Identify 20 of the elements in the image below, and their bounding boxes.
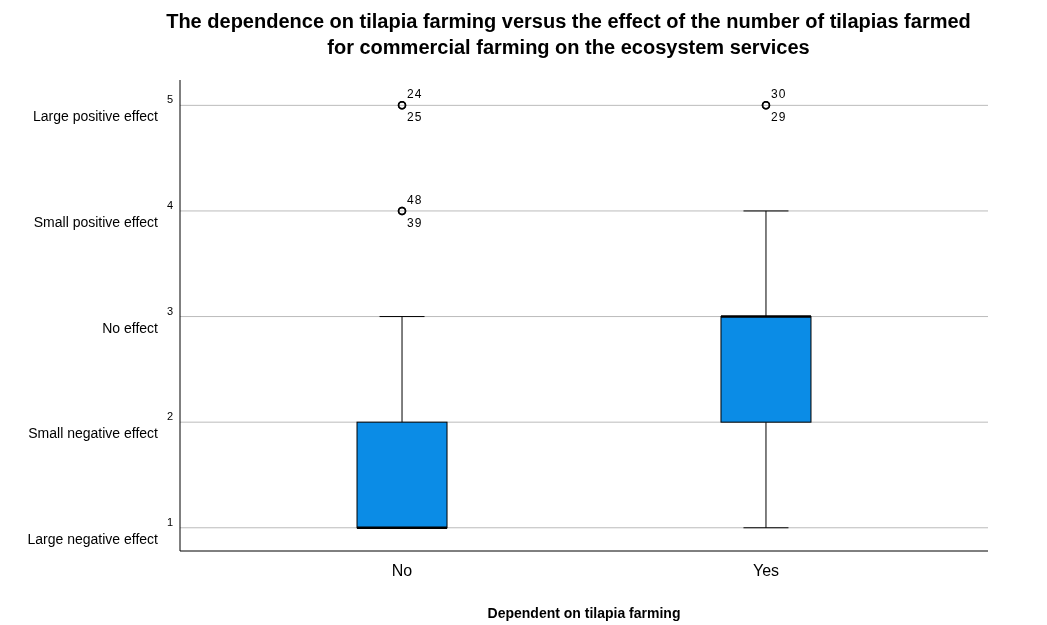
- annotation: 29: [770, 110, 787, 125]
- annotation: 25: [407, 110, 423, 125]
- annotation: 30: [770, 87, 787, 102]
- chart-title: The dependence on tilapia farming versus the effect of the number of tilapias farmed for commercial farming on the ecosystem services: [166, 10, 971, 58]
- text: Large negative effect: [27, 530, 159, 547]
- x-tick-label: No: [391, 562, 413, 579]
- x-tick-label: Yes: [752, 562, 780, 579]
- text: Large positive effect: [32, 108, 159, 125]
- x-axis-title: Dependent on tilapia farming: [487, 605, 681, 621]
- annotation: 24: [407, 87, 423, 102]
- y-tick-label: 4: [166, 198, 174, 211]
- y-tick-label: 5: [166, 93, 174, 106]
- text: No effect: [102, 319, 159, 336]
- y-tick-label: 1: [166, 515, 174, 528]
- y-tick-label: 2: [166, 410, 174, 423]
- y-tick-label: 3: [166, 304, 174, 317]
- annotation: 39: [407, 215, 423, 230]
- text: Small negative effect: [28, 425, 159, 442]
- text: Small positive effect: [33, 213, 159, 230]
- annotation: 48: [407, 192, 423, 207]
